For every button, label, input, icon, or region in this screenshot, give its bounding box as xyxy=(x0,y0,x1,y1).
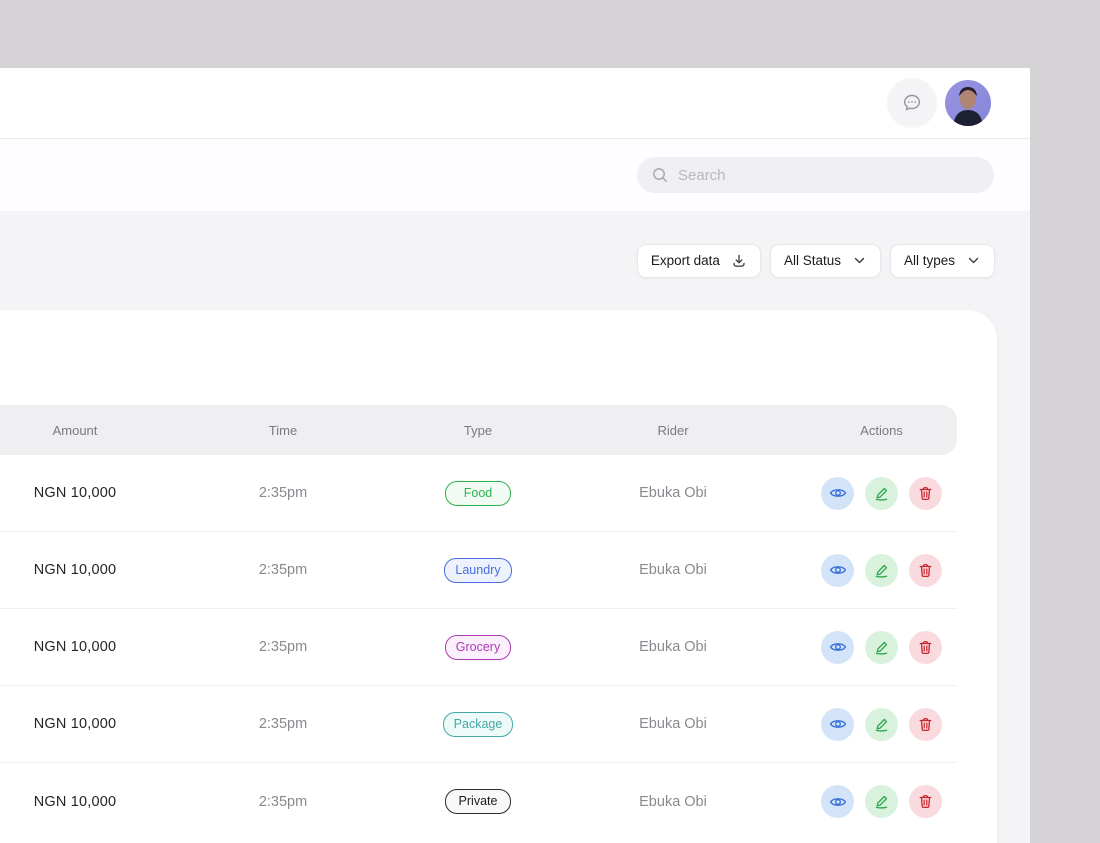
table-row: NGN 10,000 2:35pm Package Ebuka Obi xyxy=(0,686,957,763)
view-button[interactable] xyxy=(821,707,854,741)
time-cell: 2:35pm xyxy=(258,716,308,732)
type-badge: Private xyxy=(445,789,511,814)
type-badge: Package xyxy=(442,711,514,737)
search-section xyxy=(0,139,1030,211)
types-filter-dropdown[interactable]: All types xyxy=(889,243,995,278)
actions-cell xyxy=(806,553,957,587)
time-cell: 2:35pm xyxy=(258,793,308,810)
filter-row: Export data All Status A xyxy=(0,211,1030,310)
edit-button[interactable] xyxy=(865,707,898,741)
type-cell: Package xyxy=(416,711,540,737)
delete-button[interactable] xyxy=(909,476,942,510)
trash-icon xyxy=(917,639,934,656)
view-button[interactable] xyxy=(821,476,854,510)
eye-icon xyxy=(829,638,847,656)
pencil-icon xyxy=(873,485,890,502)
column-header-type: Type xyxy=(463,422,493,438)
table-row: NGN 10,000 2:35pm Laundry Ebuka Obi xyxy=(0,532,957,609)
actions-cell xyxy=(806,785,957,818)
table-header-row: Amount Time Type Rider Actions xyxy=(0,405,957,455)
delete-button[interactable] xyxy=(909,707,942,741)
rider-cell: Ebuka Obi xyxy=(639,793,707,810)
amount-cell: NGN 10,000 xyxy=(33,485,117,501)
view-button[interactable] xyxy=(821,630,854,664)
export-data-button[interactable]: Export data xyxy=(636,243,761,278)
status-filter-label: All Status xyxy=(783,253,841,268)
chevron-down-icon xyxy=(966,253,981,268)
type-cell: Grocery xyxy=(416,634,540,660)
column-header-rider: Rider xyxy=(657,422,689,438)
trash-icon xyxy=(917,562,934,579)
download-icon xyxy=(731,253,747,269)
rider-cell: Ebuka Obi xyxy=(639,716,707,732)
edit-button[interactable] xyxy=(865,630,898,664)
type-badge: Laundry xyxy=(444,557,512,583)
actions-cell xyxy=(806,630,957,664)
type-badge: Grocery xyxy=(444,634,512,660)
actions-cell xyxy=(806,707,957,741)
type-badge: Food xyxy=(445,480,511,506)
chevron-down-icon xyxy=(852,253,867,268)
amount-cell: NGN 10,000 xyxy=(33,716,117,732)
trash-icon xyxy=(917,793,934,810)
amount-cell: NGN 10,000 xyxy=(33,793,117,810)
type-cell: Laundry xyxy=(416,557,540,583)
trash-icon xyxy=(917,485,934,502)
chat-button[interactable] xyxy=(887,78,937,128)
amount-cell: NGN 10,000 xyxy=(33,562,117,578)
eye-icon xyxy=(829,793,847,811)
table-row: NGN 10,000 2:35pm Food Ebuka Obi xyxy=(0,455,957,532)
edit-button[interactable] xyxy=(865,785,898,818)
actions-cell xyxy=(806,476,957,510)
chat-bubble-icon xyxy=(900,91,924,115)
type-cell: Food xyxy=(416,480,540,506)
pencil-icon xyxy=(873,562,890,579)
column-header-actions: Actions xyxy=(860,422,903,438)
column-header-amount: Amount xyxy=(52,422,98,438)
amount-cell: NGN 10,000 xyxy=(33,639,117,655)
top-bar xyxy=(0,68,1030,139)
edit-button[interactable] xyxy=(865,553,898,587)
eye-icon xyxy=(829,484,847,502)
app-window: Export data All Status A xyxy=(0,68,1030,843)
column-header-time: Time xyxy=(268,422,298,438)
pencil-icon xyxy=(873,639,890,656)
table-row: NGN 10,000 2:35pm Private Ebuka Obi xyxy=(0,763,957,840)
table-body: NGN 10,000 2:35pm Food Ebuka Obi xyxy=(0,455,997,840)
trash-icon xyxy=(917,716,934,733)
delete-button[interactable] xyxy=(909,785,942,818)
rider-cell: Ebuka Obi xyxy=(639,562,707,578)
delete-button[interactable] xyxy=(909,553,942,587)
rider-cell: Ebuka Obi xyxy=(639,485,707,501)
pencil-icon xyxy=(873,716,890,733)
delete-button[interactable] xyxy=(909,630,942,664)
search-input[interactable] xyxy=(678,166,980,184)
time-cell: 2:35pm xyxy=(258,485,308,501)
edit-button[interactable] xyxy=(865,476,898,510)
search-icon xyxy=(651,166,669,184)
type-cell: Private xyxy=(416,789,540,814)
rider-cell: Ebuka Obi xyxy=(639,639,707,655)
user-avatar[interactable] xyxy=(945,80,991,126)
table-card: Amount Time Type Rider Actions NGN 10,00… xyxy=(0,310,997,843)
content-panel: Export data All Status A xyxy=(0,211,1030,843)
time-cell: 2:35pm xyxy=(258,562,308,578)
export-label: Export data xyxy=(650,253,720,268)
eye-icon xyxy=(829,715,847,733)
view-button[interactable] xyxy=(821,785,854,818)
view-button[interactable] xyxy=(821,553,854,587)
time-cell: 2:35pm xyxy=(258,639,308,655)
status-filter-dropdown[interactable]: All Status xyxy=(769,243,881,278)
types-filter-label: All types xyxy=(903,253,955,268)
eye-icon xyxy=(829,561,847,579)
search-box[interactable] xyxy=(637,157,994,193)
table-row: NGN 10,000 2:35pm Grocery Ebuka Obi xyxy=(0,609,957,686)
pencil-icon xyxy=(873,793,890,810)
